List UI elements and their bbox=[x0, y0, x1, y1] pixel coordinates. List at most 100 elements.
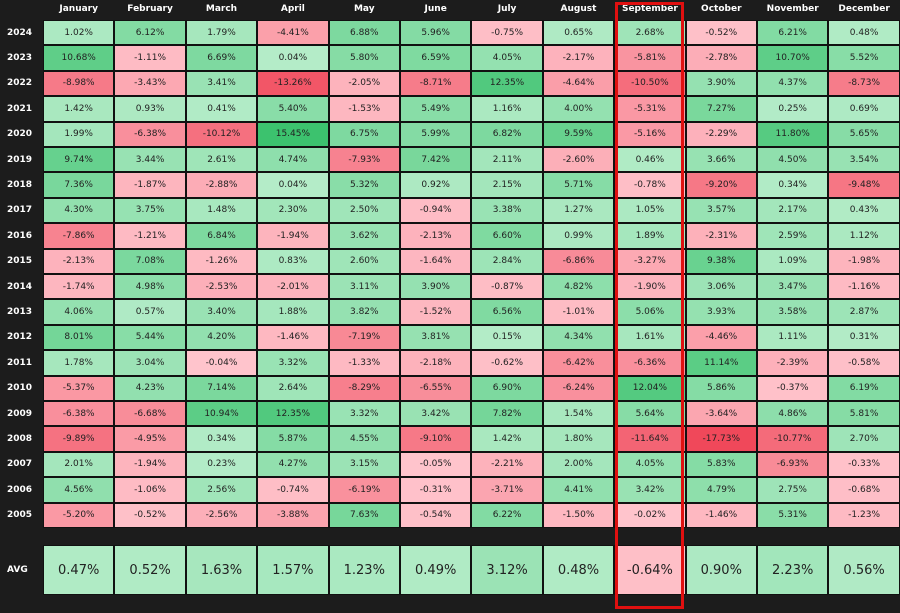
cell-2015-july: 2.84% bbox=[471, 248, 543, 274]
cell-2011-april: 3.32% bbox=[257, 350, 329, 376]
cell-2008-october: -17.73% bbox=[685, 426, 757, 452]
cell-2008-january: -9.89% bbox=[43, 426, 115, 452]
cell-2018-july: 2.15% bbox=[471, 172, 543, 198]
cell-2017-november: 2.17% bbox=[757, 197, 829, 224]
cell-2024-february: 6.12% bbox=[114, 20, 186, 46]
cell-2006-november: 2.75% bbox=[757, 477, 829, 503]
month-header-january: January bbox=[59, 4, 98, 14]
month-header-june: June bbox=[424, 4, 447, 14]
cell-2020-august: 9.59% bbox=[542, 121, 615, 147]
month-header-august: August bbox=[560, 4, 597, 14]
cell-2014-october: 3.06% bbox=[685, 274, 757, 300]
cell-2024-january: 1.02% bbox=[43, 20, 115, 46]
cell-2015-may: 2.60% bbox=[328, 248, 400, 274]
cell-2020-july: 6.82% bbox=[471, 121, 543, 147]
cell-2005-january: -5.20% bbox=[43, 502, 115, 528]
cell-2017-august: 1.27% bbox=[542, 197, 615, 224]
cell-2013-october: 3.93% bbox=[685, 299, 757, 325]
cell-2015-april: 0.83% bbox=[257, 248, 329, 274]
cell-2020-june: 5.99% bbox=[400, 121, 472, 147]
cell-2005-december: -1.23% bbox=[828, 502, 900, 528]
cell-2010-may: -8.29% bbox=[328, 375, 400, 401]
cell-2023-september: -5.81% bbox=[614, 45, 686, 71]
year-label-2010: 2010 bbox=[7, 383, 33, 394]
cell-2008-may: 4.55% bbox=[328, 426, 400, 452]
year-label-2017: 2017 bbox=[7, 205, 33, 216]
cell-2018-november: 0.34% bbox=[757, 172, 829, 198]
month-header-october: October bbox=[701, 4, 742, 14]
cell-2021-january: 1.42% bbox=[43, 96, 115, 122]
cell-2014-august: 4.82% bbox=[542, 274, 615, 300]
cell-2012-january: 8.01% bbox=[43, 324, 115, 351]
avg-cell-april: 1.57% bbox=[257, 545, 329, 595]
year-label-2014: 2014 bbox=[7, 281, 33, 292]
cell-2022-april: -13.26% bbox=[257, 70, 329, 97]
cell-2009-april: 12.35% bbox=[257, 401, 329, 427]
cell-2006-january: 4.56% bbox=[43, 477, 115, 503]
cell-2014-june: 3.90% bbox=[400, 274, 472, 300]
cell-2015-february: 7.08% bbox=[114, 248, 186, 274]
cell-2006-august: 4.41% bbox=[542, 477, 615, 503]
cell-2013-april: 1.88% bbox=[257, 299, 329, 325]
cell-2024-september: 2.68% bbox=[614, 20, 686, 46]
cell-2009-november: 4.86% bbox=[757, 401, 829, 427]
month-header-november: November bbox=[766, 4, 819, 14]
cell-2024-april: -4.41% bbox=[257, 20, 329, 46]
cell-2013-may: 3.82% bbox=[328, 299, 400, 325]
cell-2007-june: -0.05% bbox=[400, 451, 472, 478]
month-header-february: February bbox=[127, 4, 173, 14]
cell-2021-november: 0.25% bbox=[757, 96, 829, 122]
cell-2007-may: 3.15% bbox=[328, 451, 400, 478]
cell-2009-june: 3.42% bbox=[400, 401, 472, 427]
cell-2010-june: -6.55% bbox=[400, 375, 472, 401]
cell-2022-june: -8.71% bbox=[400, 70, 472, 97]
avg-cell-june: 0.49% bbox=[400, 545, 472, 595]
cell-2013-june: -1.52% bbox=[400, 299, 472, 325]
cell-2023-july: 4.05% bbox=[471, 45, 543, 71]
cell-2014-february: 4.98% bbox=[114, 274, 186, 300]
cell-2018-february: -1.87% bbox=[114, 172, 186, 198]
cell-2020-april: 15.45% bbox=[257, 121, 329, 147]
cell-2023-december: 5.52% bbox=[828, 45, 900, 71]
cell-2023-may: 5.80% bbox=[328, 45, 400, 71]
cell-2009-february: -6.68% bbox=[114, 401, 186, 427]
cell-2016-april: -1.94% bbox=[257, 223, 329, 249]
cell-2019-january: 9.74% bbox=[43, 147, 115, 173]
cell-2023-november: 10.70% bbox=[757, 45, 829, 71]
cell-2023-march: 6.69% bbox=[185, 45, 258, 71]
cell-2021-may: -1.53% bbox=[328, 96, 400, 122]
year-label-2018: 2018 bbox=[7, 180, 33, 191]
cell-2021-august: 4.00% bbox=[542, 96, 615, 122]
cell-2021-june: 5.49% bbox=[400, 96, 472, 122]
cell-2010-april: 2.64% bbox=[257, 375, 329, 401]
avg-cell-may: 1.23% bbox=[328, 545, 400, 595]
cell-2013-march: 3.40% bbox=[185, 299, 258, 325]
cell-2020-november: 11.80% bbox=[757, 121, 829, 147]
cell-2009-july: 7.82% bbox=[471, 401, 543, 427]
cell-2017-july: 3.38% bbox=[471, 197, 543, 224]
cell-2012-june: 3.81% bbox=[400, 324, 472, 351]
avg-cell-november: 2.23% bbox=[757, 545, 829, 595]
cell-2005-june: -0.54% bbox=[400, 502, 472, 528]
cell-2006-february: -1.06% bbox=[114, 477, 186, 503]
cell-2020-february: -6.38% bbox=[114, 121, 186, 147]
avg-cell-august: 0.48% bbox=[542, 545, 615, 595]
cell-2011-december: -0.58% bbox=[828, 350, 900, 376]
cell-2005-april: -3.88% bbox=[257, 502, 329, 528]
cell-2019-july: 2.11% bbox=[471, 147, 543, 173]
cell-2014-november: 3.47% bbox=[757, 274, 829, 300]
cell-2016-august: 0.99% bbox=[542, 223, 615, 249]
month-header-july: July bbox=[497, 4, 517, 14]
cell-2013-february: 0.57% bbox=[114, 299, 186, 325]
year-label-2023: 2023 bbox=[7, 53, 33, 64]
cell-2007-march: 0.23% bbox=[185, 451, 258, 478]
cell-2010-march: 7.14% bbox=[185, 375, 258, 401]
cell-2020-september: -5.16% bbox=[614, 121, 686, 147]
cell-2020-may: 6.75% bbox=[328, 121, 400, 147]
cell-2018-december: -9.48% bbox=[828, 172, 900, 198]
cell-2016-march: 6.84% bbox=[185, 223, 258, 249]
month-header-march: March bbox=[205, 4, 238, 14]
cell-2010-july: 6.90% bbox=[471, 375, 543, 401]
cell-2007-december: -0.33% bbox=[828, 451, 900, 478]
year-label-2015: 2015 bbox=[7, 256, 33, 267]
